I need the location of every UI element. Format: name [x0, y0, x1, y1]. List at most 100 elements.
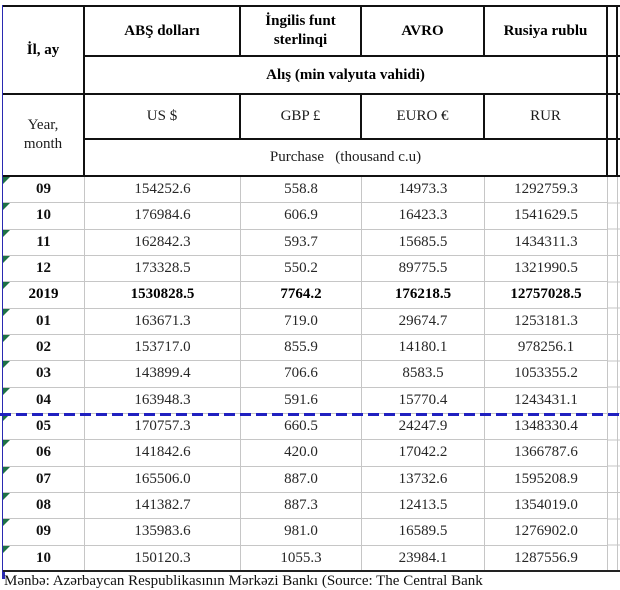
gbp-cell[interactable]: 660.5: [241, 413, 362, 441]
gbp-cell[interactable]: 981.0: [241, 519, 362, 546]
header-cell-eur-en[interactable]: EURO €: [362, 95, 485, 140]
gbp-cell[interactable]: 558.8: [241, 177, 362, 204]
month-cell[interactable]: 04: [3, 387, 85, 414]
month-cell[interactable]: 01: [3, 308, 85, 335]
month-cell[interactable]: 08: [3, 492, 85, 520]
rur-cell[interactable]: 1253181.3: [485, 308, 608, 335]
month-cell[interactable]: 06: [3, 440, 85, 467]
header-cell-usd-az[interactable]: ABŞ dolları: [85, 7, 241, 57]
gbp-cell[interactable]: 550.2: [241, 255, 362, 283]
month-cell[interactable]: 12: [3, 255, 85, 283]
usd-cell[interactable]: 141382.7: [85, 492, 241, 520]
header-cell-eur-az[interactable]: AVRO: [362, 7, 485, 57]
header-cell-year-month[interactable]: Year, month: [3, 95, 85, 177]
usd-cell[interactable]: 170757.3: [85, 413, 241, 441]
gbp-cell[interactable]: 887.0: [241, 466, 362, 493]
usd-cell[interactable]: 176984.6: [85, 203, 241, 230]
table-row: 11 162842.3 593.7 15685.5 1434311.3: [3, 229, 608, 256]
rur-cell[interactable]: 1595208.9: [485, 466, 608, 493]
month-cell[interactable]: 10: [3, 545, 85, 572]
rur-cell[interactable]: 1354019.0: [485, 492, 608, 520]
month-cell[interactable]: 02: [3, 334, 85, 362]
gbp-cell[interactable]: 1055.3: [241, 545, 362, 572]
header-line-extension: [608, 93, 620, 95]
month-value: 04: [36, 391, 51, 408]
usd-cell[interactable]: 163948.3: [85, 387, 241, 414]
month-cell[interactable]: 07: [3, 466, 85, 493]
eur-cell[interactable]: 14973.3: [362, 177, 485, 204]
eur-cell[interactable]: 12413.5: [362, 492, 485, 520]
month-cell[interactable]: 09: [3, 177, 85, 204]
gbp-cell[interactable]: 887.3: [241, 492, 362, 520]
rur-cell[interactable]: 1287556.9: [485, 545, 608, 572]
header-cell-purchase-en[interactable]: Purchase (thousand c.u): [85, 140, 608, 177]
gbp-cell[interactable]: 719.0: [241, 308, 362, 335]
header-line-extension: [608, 138, 620, 140]
rur-cell[interactable]: 1053355.2: [485, 361, 608, 388]
month-cell[interactable]: 2019: [3, 282, 85, 309]
rur-cell[interactable]: 1541629.5: [485, 203, 608, 230]
eur-cell[interactable]: 89775.5: [362, 255, 485, 283]
usd-cell[interactable]: 154252.6: [85, 177, 241, 204]
eur-cell[interactable]: 14180.1: [362, 334, 485, 362]
gbp-cell[interactable]: 706.6: [241, 361, 362, 388]
month-value: 12: [36, 260, 51, 277]
usd-cell[interactable]: 135983.6: [85, 519, 241, 546]
eur-cell[interactable]: 16589.5: [362, 519, 485, 546]
eur-cell[interactable]: 23984.1: [362, 545, 485, 572]
usd-cell[interactable]: 163671.3: [85, 308, 241, 335]
header-cell-il-ay[interactable]: İl, ay: [3, 7, 85, 95]
month-value: 08: [36, 497, 51, 514]
eur-cell[interactable]: 13732.6: [362, 466, 485, 493]
eur-cell[interactable]: 176218.5: [362, 282, 485, 309]
usd-cell[interactable]: 153717.0: [85, 334, 241, 362]
error-triangle-icon: [3, 255, 10, 263]
rur-cell[interactable]: 1366787.6: [485, 440, 608, 467]
usd-cell[interactable]: 165506.0: [85, 466, 241, 493]
eur-cell[interactable]: 15685.5: [362, 229, 485, 256]
eur-cell[interactable]: 17042.2: [362, 440, 485, 467]
eur-cell[interactable]: 29674.7: [362, 308, 485, 335]
header-cell-gbp-az[interactable]: İngilis funt sterlinqi: [241, 7, 362, 57]
data-grid: 09 154252.6 558.8 14973.3 1292759.3 10 1…: [3, 177, 608, 572]
eur-cell[interactable]: 8583.5: [362, 361, 485, 388]
rur-cell[interactable]: 1292759.3: [485, 177, 608, 204]
month-cell[interactable]: 10: [3, 203, 85, 230]
rur-cell[interactable]: 1434311.3: [485, 229, 608, 256]
header-cell-rur-az[interactable]: Rusiya rublu: [485, 7, 608, 57]
usd-cell[interactable]: 173328.5: [85, 255, 241, 283]
error-triangle-icon: [3, 229, 10, 237]
month-cell[interactable]: 03: [3, 361, 85, 388]
gbp-cell[interactable]: 606.9: [241, 203, 362, 230]
header-cell-rur-en[interactable]: RUR: [485, 95, 608, 140]
month-cell[interactable]: 09: [3, 519, 85, 546]
rur-cell[interactable]: 1321990.5: [485, 255, 608, 283]
gbp-cell[interactable]: 7764.2: [241, 282, 362, 309]
header-cell-purchase-az[interactable]: Alış (min valyuta vahidi): [85, 57, 608, 95]
error-triangle-icon: [3, 387, 10, 395]
month-cell[interactable]: 11: [3, 229, 85, 256]
rur-cell[interactable]: 1243431.1: [485, 387, 608, 414]
eur-cell[interactable]: 24247.9: [362, 413, 485, 441]
eur-cell[interactable]: 15770.4: [362, 387, 485, 414]
eur-cell[interactable]: 16423.3: [362, 203, 485, 230]
gbp-cell[interactable]: 420.0: [241, 440, 362, 467]
header-cell-usd-en[interactable]: US $: [85, 95, 241, 140]
month-cell[interactable]: 05: [3, 413, 85, 441]
header-cell-gbp-en[interactable]: GBP £: [241, 95, 362, 140]
usd-cell[interactable]: 143899.4: [85, 361, 241, 388]
usd-cell[interactable]: 150120.3: [85, 545, 241, 572]
gbp-cell[interactable]: 855.9: [241, 334, 362, 362]
rur-cell[interactable]: 978256.1: [485, 334, 608, 362]
error-triangle-icon: [3, 440, 10, 448]
usd-cell[interactable]: 162842.3: [85, 229, 241, 256]
gbp-cell[interactable]: 593.7: [241, 229, 362, 256]
usd-cell[interactable]: 1530828.5: [85, 282, 241, 309]
usd-cell[interactable]: 141842.6: [85, 440, 241, 467]
table-row: 09 154252.6 558.8 14973.3 1292759.3: [3, 177, 608, 204]
rur-cell[interactable]: 1348330.4: [485, 413, 608, 441]
rur-cell[interactable]: 1276902.0: [485, 519, 608, 546]
rur-cell[interactable]: 12757028.5: [485, 282, 608, 309]
table-row: 06 141842.6 420.0 17042.2 1366787.6: [3, 440, 608, 467]
gbp-cell[interactable]: 591.6: [241, 387, 362, 414]
